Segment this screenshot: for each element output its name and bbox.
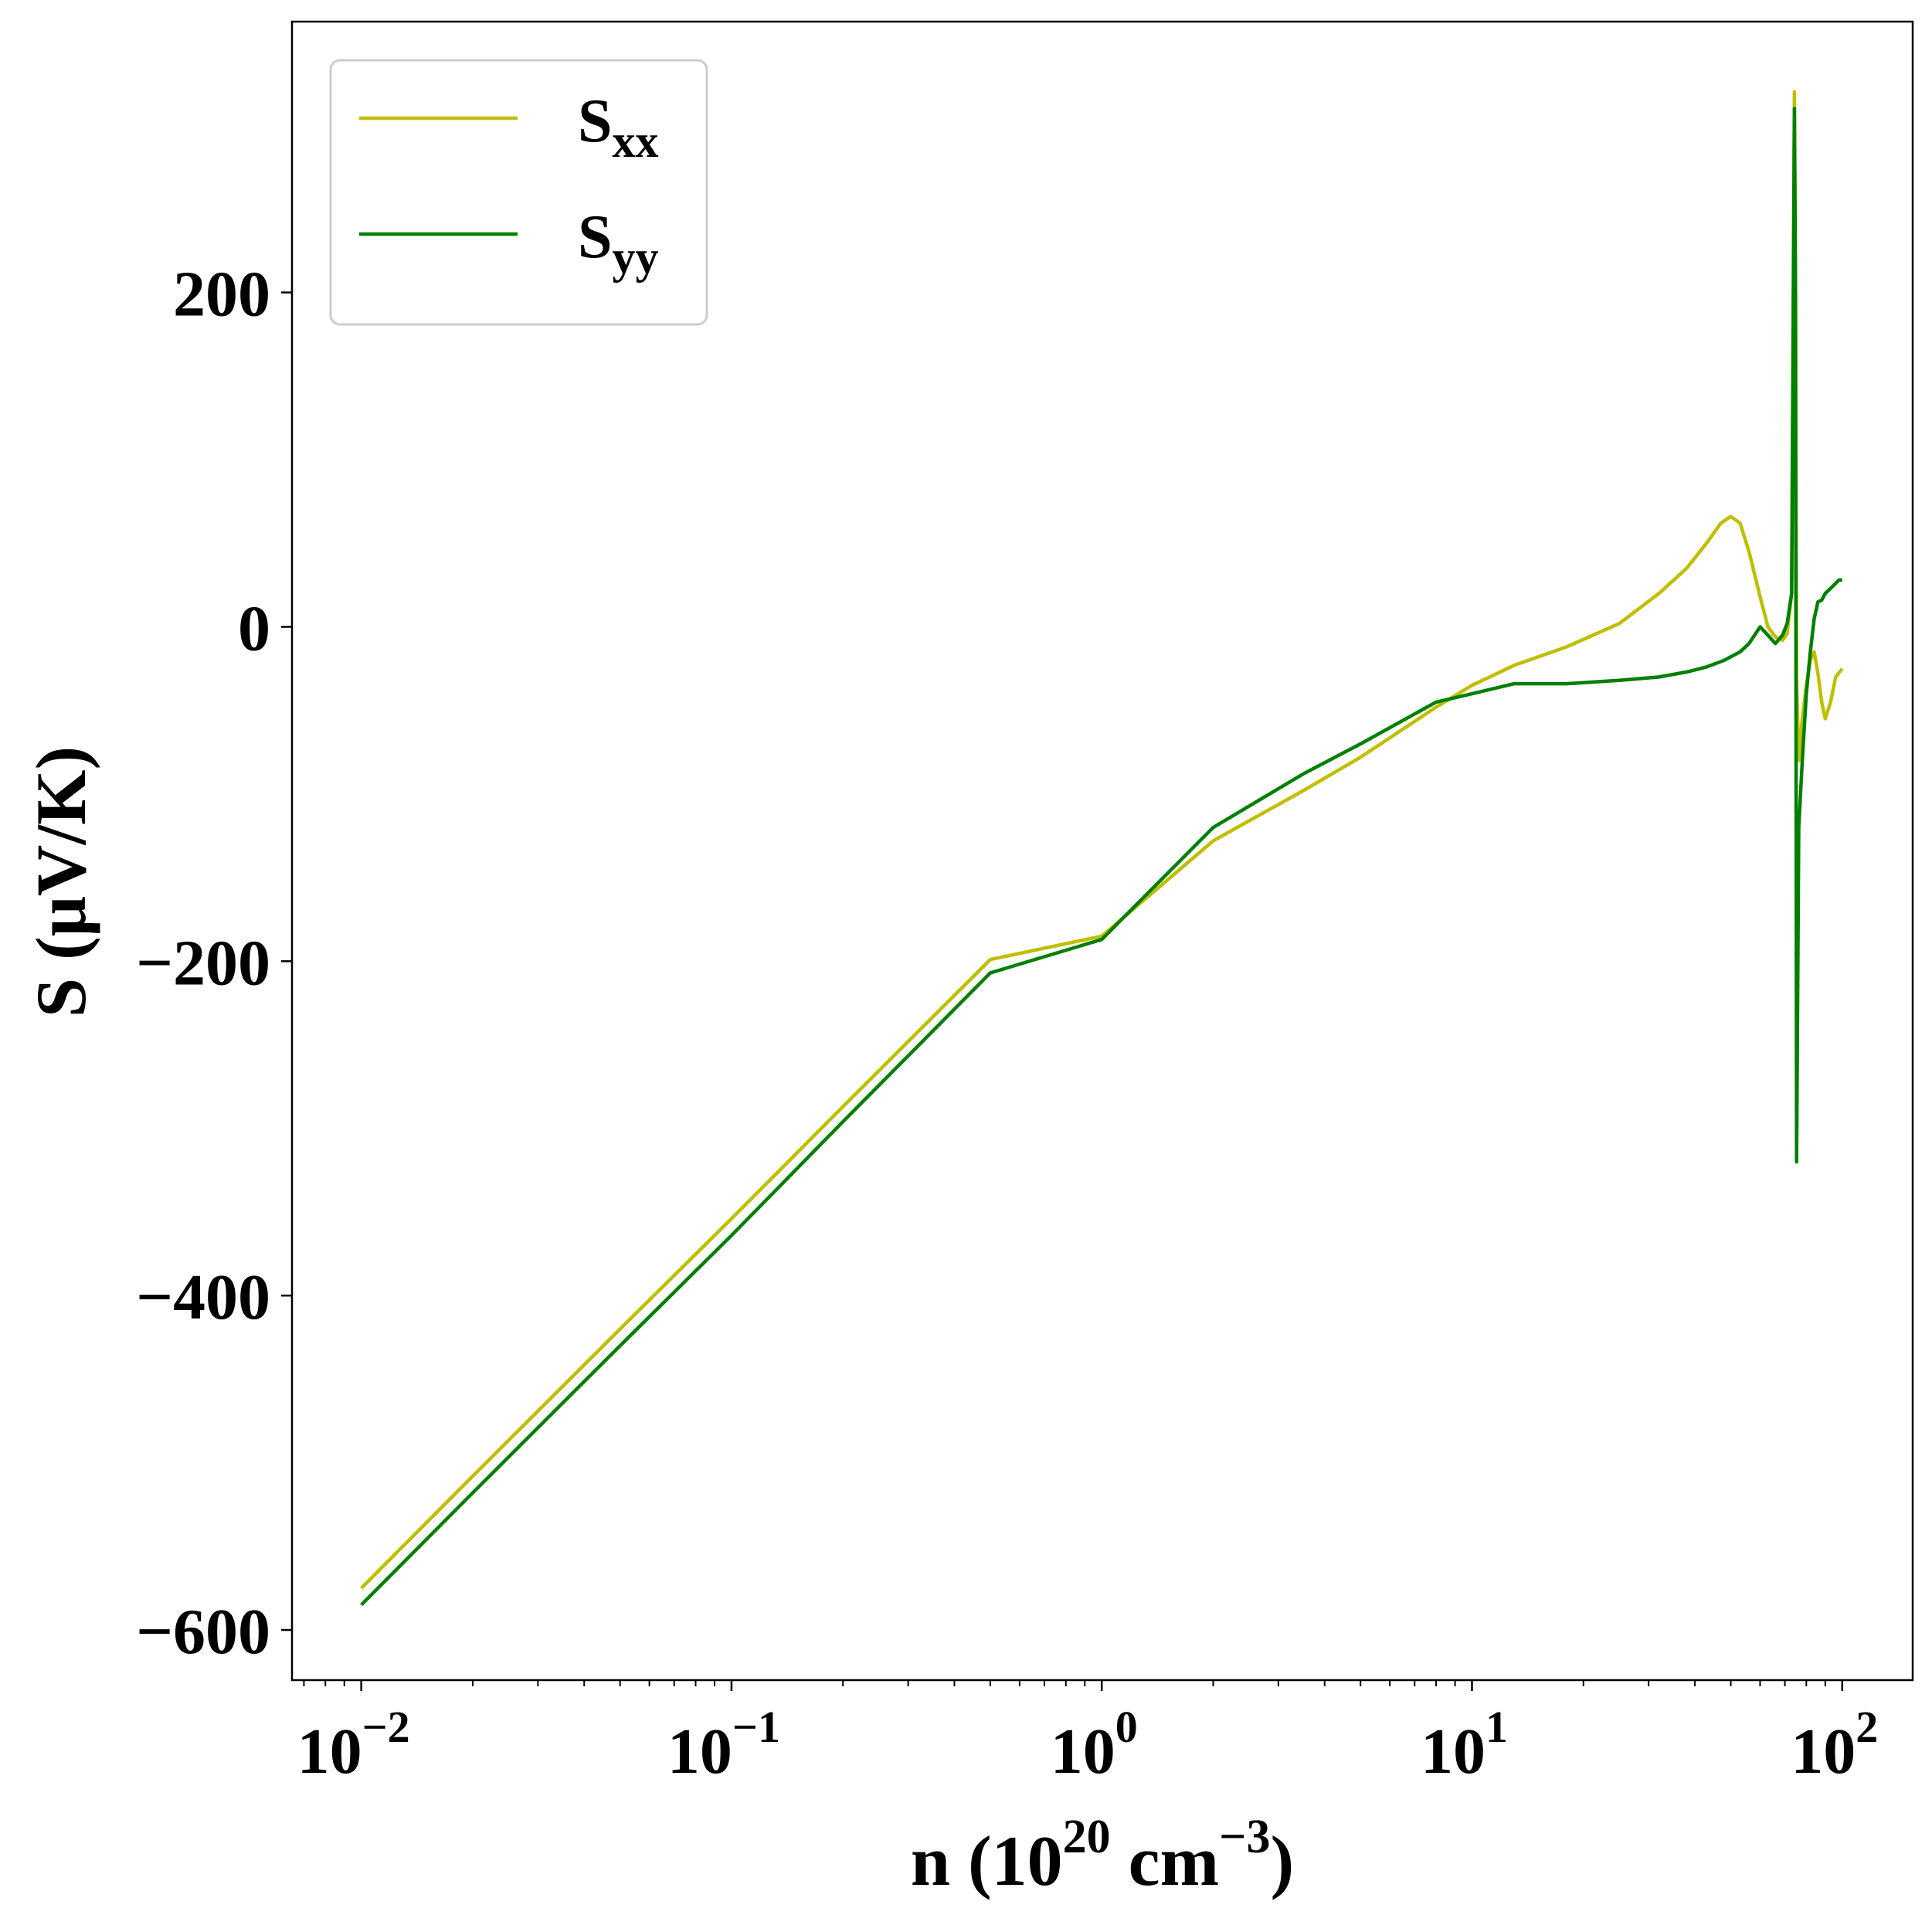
x-tick-base: 10 bbox=[1791, 1716, 1856, 1788]
legend-box bbox=[329, 59, 708, 326]
x-tick-label: 102 bbox=[1791, 1702, 1878, 1788]
x-tick-exponent: 1 bbox=[1486, 1702, 1508, 1752]
x-label-suffix: ) bbox=[1271, 1821, 1295, 1900]
y-tick-label: −200 bbox=[136, 927, 270, 999]
series-line-syy bbox=[360, 107, 1842, 1607]
legend-label-main: S bbox=[578, 87, 613, 155]
x-tick-base: 10 bbox=[297, 1716, 362, 1788]
x-tick-base: 10 bbox=[1421, 1716, 1486, 1788]
series-layer bbox=[360, 90, 1844, 1607]
legend-label-subscript: xx bbox=[613, 116, 659, 167]
y-axis-ticks: 200 0 −200 −400 −600 bbox=[136, 259, 292, 1668]
legend-label-syy: Syy bbox=[578, 203, 659, 283]
y-tick-label: −400 bbox=[136, 1261, 270, 1333]
x-axis-label: n (1020 cm−3) bbox=[911, 1811, 1294, 1900]
legend-label-main: S bbox=[578, 203, 613, 271]
y-tick-label: −600 bbox=[136, 1596, 270, 1668]
legend-label-subscript: yy bbox=[613, 232, 659, 283]
x-label-exponent-1: 20 bbox=[1063, 1811, 1111, 1863]
x-label-prefix: n (10 bbox=[911, 1821, 1063, 1900]
y-axis-label: S (μV/K) bbox=[22, 746, 100, 1017]
x-label-exponent-2: −3 bbox=[1219, 1811, 1270, 1863]
x-tick-exponent: −1 bbox=[732, 1702, 780, 1752]
y-tick-label: 200 bbox=[173, 259, 270, 331]
y-tick-label: 0 bbox=[238, 592, 270, 664]
x-tick-exponent: −2 bbox=[362, 1702, 410, 1752]
x-tick-label: 101 bbox=[1421, 1702, 1508, 1788]
x-tick-label: 10−2 bbox=[297, 1702, 410, 1788]
x-tick-label: 10−1 bbox=[667, 1702, 780, 1788]
x-axis-ticks: 10−2 10−1 100 101 102 bbox=[297, 1680, 1878, 1788]
x-label-unit: cm bbox=[1111, 1821, 1219, 1900]
x-tick-base: 10 bbox=[667, 1716, 732, 1788]
x-tick-label: 100 bbox=[1051, 1702, 1138, 1788]
x-tick-exponent: 2 bbox=[1856, 1702, 1878, 1752]
x-tick-base: 10 bbox=[1051, 1716, 1115, 1788]
x-tick-exponent: 0 bbox=[1115, 1702, 1138, 1752]
legend-label-sxx: Sxx bbox=[578, 87, 659, 167]
